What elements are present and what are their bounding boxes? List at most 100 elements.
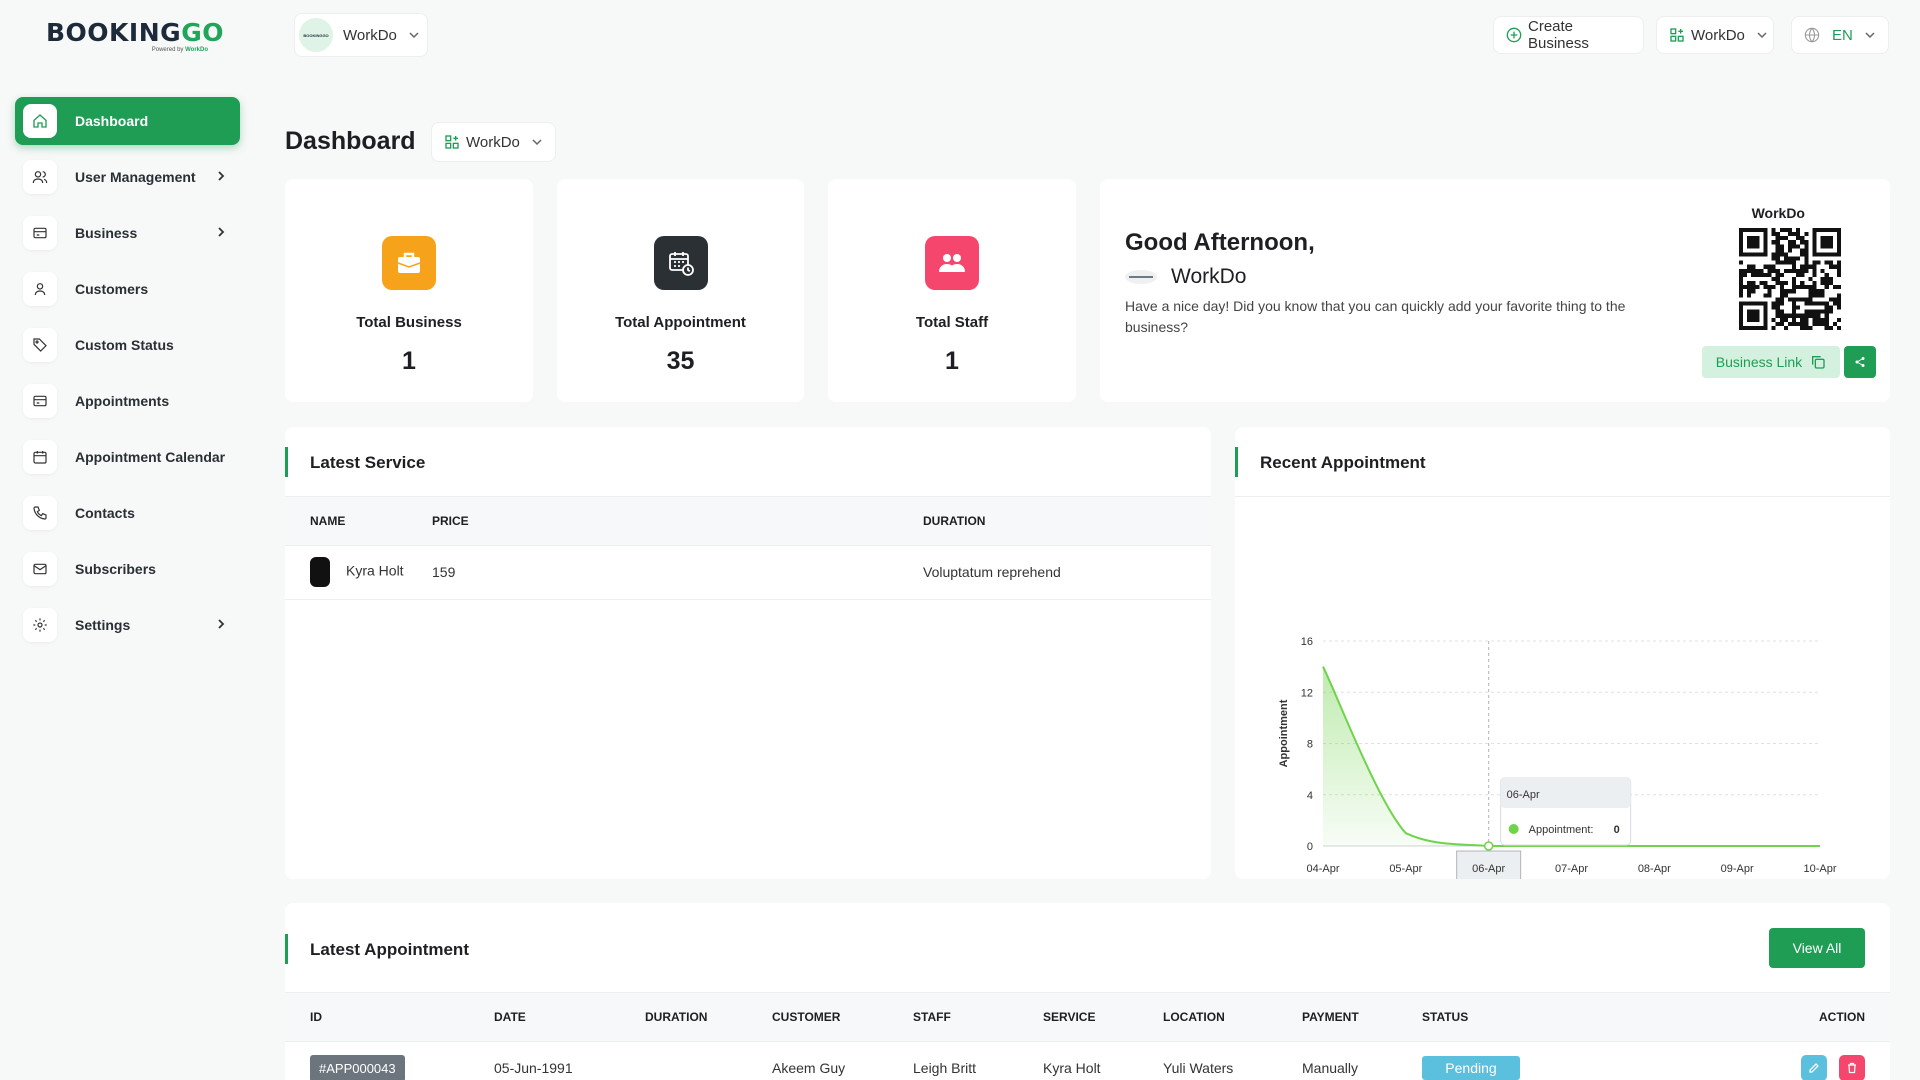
tooltip-date: 06-Apr — [1507, 789, 1540, 801]
service-avatar — [310, 557, 330, 587]
table-row: #APP000043 05-Jun-1991 Akeem Guy Leigh B… — [285, 1041, 1890, 1080]
card-icon — [23, 384, 57, 418]
copy-icon — [1810, 354, 1826, 370]
briefcase-icon — [382, 236, 436, 290]
chevron-down-icon — [409, 31, 419, 39]
page-title: Dashboard — [285, 127, 416, 155]
x-tick-label: 08-Apr — [1638, 863, 1671, 875]
view-all-button[interactable]: View All — [1769, 928, 1865, 968]
column-header: ID — [285, 993, 469, 1042]
chevron-right-icon — [216, 226, 226, 238]
appointment-action-cell — [1644, 1041, 1890, 1080]
sidebar-item-dashboard[interactable]: Dashboard — [15, 97, 240, 145]
app-logo[interactable]: BOOKINGGO Powered by WorkDo — [46, 18, 224, 54]
column-header: DURATION — [898, 497, 1211, 546]
greeting-card: Good Afternoon, WorkDo Have a nice day! … — [1100, 179, 1890, 402]
y-tick-label: 0 — [1307, 841, 1313, 853]
x-tick-highlight — [1456, 850, 1522, 879]
x-tick-label: 04-Apr — [1306, 863, 1339, 875]
appointment-location-cell: Yuli Waters — [1138, 1041, 1277, 1080]
stat-card-total-appointment: Total Appointment 35 — [557, 179, 804, 402]
stat-value: 1 — [945, 347, 959, 375]
series-area — [1323, 666, 1820, 846]
column-header: STATUS — [1397, 993, 1645, 1042]
user-icon — [23, 272, 57, 306]
sidebar-item-label: Settings — [75, 617, 131, 633]
sidebar-item-label: Appointment Calendar — [75, 449, 226, 465]
sidebar-item-settings[interactable]: Settings — [15, 601, 240, 649]
tooltip-value: 0 — [1614, 824, 1620, 836]
latest-appointment-card: Latest Appointment View All ID DATE DURA… — [285, 903, 1890, 1080]
sidebar: BOOKINGGO Powered by WorkDo Dashboard Us… — [0, 0, 256, 1080]
tag-icon — [23, 328, 57, 362]
card-header: Recent Appointment — [1235, 427, 1890, 497]
appointment-status-cell: Pending — [1397, 1041, 1645, 1080]
grid-plus-icon — [444, 134, 460, 150]
sidebar-item-label: Subscribers — [75, 561, 156, 577]
column-header: LOCATION — [1138, 993, 1277, 1042]
business-logo: BOOKINGGO — [299, 18, 333, 52]
column-header: PRICE — [407, 497, 898, 546]
stat-label: Total Appointment — [615, 314, 746, 331]
x-tick-label: 10-Apr — [1803, 863, 1836, 875]
stat-card-total-business: Total Business 1 — [285, 179, 533, 402]
sidebar-item-subscribers[interactable]: Subscribers — [15, 545, 240, 593]
card-header: Latest Appointment View All — [285, 903, 1890, 993]
chevron-right-icon — [216, 170, 226, 182]
stat-value: 35 — [666, 347, 695, 375]
business-link-button[interactable]: Business Link — [1702, 346, 1840, 378]
plus-circle-icon — [1506, 27, 1522, 43]
share-button[interactable] — [1844, 346, 1876, 378]
table-row: Kyra Holt 159 Voluptatum reprehend — [285, 545, 1211, 600]
series-line — [1322, 666, 1820, 847]
sidebar-item-customers[interactable]: Customers — [15, 265, 240, 313]
trash-icon — [1846, 1062, 1858, 1074]
sidebar-item-label: Dashboard — [75, 113, 149, 129]
service-name-cell: Kyra Holt — [285, 545, 407, 600]
business-filter-select[interactable]: WorkDo — [431, 122, 556, 162]
edit-button[interactable] — [1801, 1055, 1828, 1080]
business-select-label: WorkDo — [343, 26, 397, 44]
sidebar-item-business[interactable]: Business — [15, 209, 240, 257]
create-business-button[interactable]: Create Business — [1493, 16, 1644, 54]
greeting-title: Good Afternoon, — [1125, 229, 1315, 256]
appointment-duration-cell — [620, 1041, 747, 1080]
staff-icon — [925, 236, 979, 290]
sidebar-item-label: Customers — [75, 281, 149, 297]
x-tick-label: 05-Apr — [1389, 863, 1422, 875]
column-header: NAME — [285, 497, 407, 546]
users-icon — [23, 160, 57, 194]
column-header: STAFF — [888, 993, 1018, 1042]
sidebar-item-label: Custom Status — [75, 337, 174, 353]
delete-button[interactable] — [1839, 1055, 1865, 1080]
card-title: Latest Service — [310, 453, 426, 472]
sidebar-item-user-management[interactable]: User Management — [15, 153, 240, 201]
column-header: DURATION — [620, 993, 747, 1042]
business-mini-logo — [1125, 270, 1157, 284]
appointment-id-badge[interactable]: #APP000043 — [310, 1054, 405, 1080]
y-tick-label: 12 — [1301, 687, 1313, 699]
edit-icon — [1808, 1062, 1820, 1074]
stat-value: 1 — [402, 347, 416, 375]
card-icon — [23, 216, 57, 250]
sidebar-item-label: User Management — [75, 169, 196, 185]
qr-title: WorkDo — [1751, 205, 1805, 221]
share-icon — [1854, 356, 1866, 368]
grid-plus-icon — [1669, 27, 1685, 43]
sidebar-item-label: Appointments — [75, 393, 170, 409]
column-header: SERVICE — [1018, 993, 1138, 1042]
sidebar-item-custom-status[interactable]: Custom Status — [15, 321, 240, 369]
tooltip-label: Appointment: — [1529, 824, 1594, 836]
chevron-right-icon — [216, 618, 226, 630]
sidebar-item-appointments[interactable]: Appointments — [15, 377, 240, 425]
chevron-down-icon — [1757, 31, 1767, 39]
sidebar-item-contacts[interactable]: Contacts — [15, 489, 240, 537]
stat-card-total-staff: Total Staff 1 — [828, 179, 1076, 402]
sidebar-nav: Dashboard User Management Business Custo… — [15, 97, 240, 657]
sidebar-item-appointment-calendar[interactable]: Appointment Calendar — [15, 433, 240, 481]
workspace-select[interactable]: WorkDo — [1656, 16, 1774, 54]
language-select[interactable]: EN — [1791, 16, 1889, 54]
business-select[interactable]: BOOKINGGO WorkDo — [294, 13, 428, 57]
column-header: DATE — [469, 993, 620, 1042]
chevron-down-icon — [532, 138, 542, 146]
